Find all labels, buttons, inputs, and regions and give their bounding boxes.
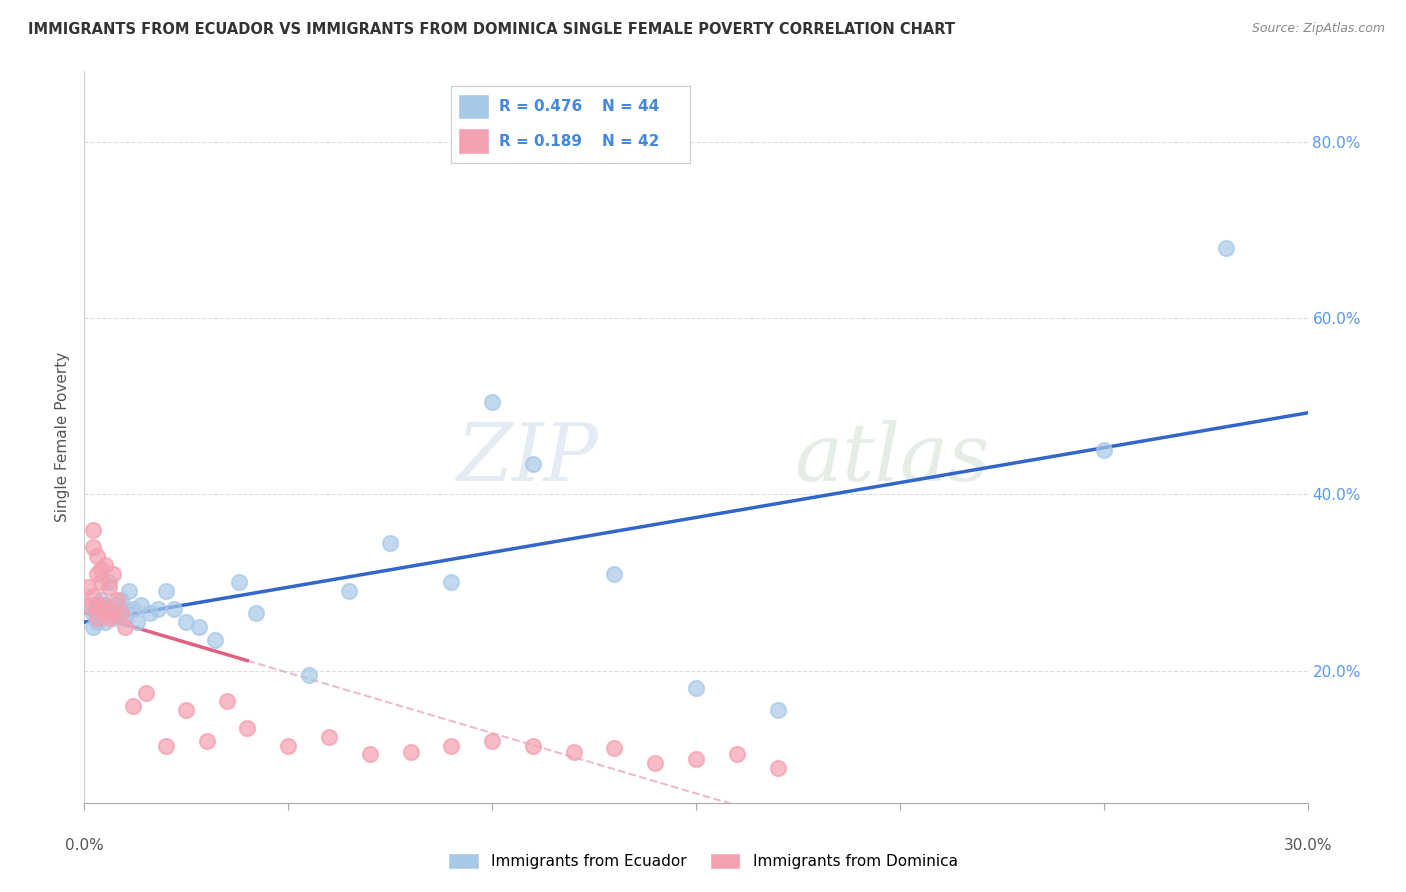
Point (101, 566, 124, 581)
Point (90, 575, 112, 590)
Point (122, 602, 145, 616)
Point (97, 611, 120, 625)
Point (82, 540, 104, 554)
Point (114, 611, 136, 625)
Point (174, 615, 197, 629)
Text: IMMIGRANTS FROM ECUADOR VS IMMIGRANTS FROM DOMINICA SINGLE FEMALE POVERTY CORREL: IMMIGRANTS FROM ECUADOR VS IMMIGRANTS FR… (28, 22, 955, 37)
Point (277, 739, 299, 753)
Point (82, 619, 104, 633)
Point (228, 575, 250, 590)
Y-axis label: Single Female Poverty: Single Female Poverty (55, 352, 70, 522)
Point (174, 703, 197, 717)
Point (685, 752, 707, 766)
Point (155, 739, 177, 753)
Text: atlas: atlas (794, 420, 990, 498)
Point (380, 536, 402, 550)
Point (187, 619, 209, 633)
Point (522, 739, 544, 753)
Point (110, 607, 132, 621)
Point (105, 593, 128, 607)
Point (114, 619, 136, 633)
Point (298, 668, 321, 682)
Point (127, 615, 149, 629)
Point (359, 747, 381, 762)
Point (93, 607, 115, 621)
Point (86, 598, 108, 612)
Point (77, 598, 100, 612)
Point (481, 394, 503, 409)
Point (93, 598, 115, 612)
Point (318, 730, 340, 744)
Point (97, 575, 120, 590)
Point (481, 734, 503, 748)
Point (97, 580, 120, 594)
Point (86, 566, 108, 581)
Point (97, 602, 120, 616)
Point (93, 558, 115, 572)
Point (725, 747, 748, 762)
Point (105, 598, 128, 612)
Point (86, 549, 108, 563)
Point (105, 607, 128, 621)
Point (122, 698, 145, 713)
Point (245, 607, 267, 621)
Point (114, 602, 136, 616)
Text: Source: ZipAtlas.com: Source: ZipAtlas.com (1251, 22, 1385, 36)
Point (82, 607, 104, 621)
Point (766, 760, 789, 774)
Point (1215, 241, 1237, 255)
Point (86, 615, 108, 629)
Point (82, 589, 104, 603)
Point (204, 632, 226, 647)
Point (440, 575, 463, 590)
Point (236, 721, 259, 735)
Point (163, 602, 186, 616)
Point (603, 741, 626, 756)
Point (522, 457, 544, 471)
Point (90, 602, 112, 616)
Point (90, 593, 112, 607)
Point (93, 615, 115, 629)
Point (90, 562, 112, 576)
Point (86, 611, 108, 625)
Legend: Immigrants from Ecuador, Immigrants from Dominica: Immigrants from Ecuador, Immigrants from… (443, 847, 963, 875)
Point (603, 566, 626, 581)
Text: 30.0%: 30.0% (1284, 838, 1331, 853)
Point (131, 598, 153, 612)
Point (685, 681, 707, 696)
Point (339, 584, 361, 599)
Point (82, 523, 104, 537)
Point (644, 756, 666, 771)
Point (138, 607, 160, 621)
Point (399, 745, 422, 759)
Point (135, 686, 157, 700)
Point (1092, 443, 1115, 458)
Point (93, 602, 115, 616)
Point (766, 703, 789, 717)
Text: 0.0%: 0.0% (65, 838, 104, 853)
Point (77, 580, 100, 594)
Point (93, 607, 115, 621)
Point (101, 607, 124, 621)
Point (195, 734, 218, 748)
Point (440, 739, 463, 753)
Point (155, 584, 177, 599)
Point (101, 611, 124, 625)
Point (146, 602, 169, 616)
Point (90, 598, 112, 612)
Point (110, 593, 132, 607)
Point (86, 602, 108, 616)
Point (562, 745, 585, 759)
Text: ZIP: ZIP (457, 420, 598, 498)
Point (86, 611, 108, 625)
Point (118, 584, 141, 599)
Point (217, 694, 239, 708)
Point (101, 602, 124, 616)
Point (77, 598, 100, 612)
